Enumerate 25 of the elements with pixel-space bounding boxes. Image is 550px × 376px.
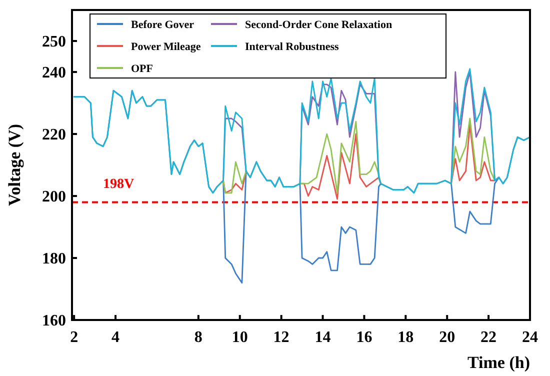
legend-label: OPF (131, 62, 154, 75)
x-tick-label: 10 (232, 329, 248, 346)
legend-label: Second-Order Cone Relaxation (245, 18, 392, 31)
legend-label: Power Mileage (131, 40, 201, 53)
x-tick-label: 24 (522, 329, 538, 346)
y-tick-label: 220 (42, 126, 66, 144)
x-tick-label: 22 (480, 329, 497, 346)
legend-label: Before Gover (131, 18, 194, 31)
x-tick-label: 20 (439, 329, 456, 346)
x-tick-label: 14 (314, 329, 331, 346)
x-tick-label: 12 (273, 329, 290, 346)
x-tick-label: 2 (70, 329, 78, 346)
x-tick-label: 18 (398, 329, 414, 346)
y-tick-label: 240 (42, 64, 66, 82)
y-axis-title: Voltage (V) (5, 124, 24, 206)
y-tick-label: 200 (42, 188, 66, 206)
x-axis-title: Time (h) (468, 353, 530, 372)
y-tick-label: 250 (42, 34, 66, 51)
x-tick-label: 16 (356, 329, 372, 346)
y-tick-label: 160 (42, 312, 66, 330)
x-tick-label: 8 (194, 329, 202, 346)
legend-label: Interval Robustness (245, 40, 340, 53)
ref-line-label: 198V (103, 177, 134, 192)
y-tick-label: 180 (42, 250, 66, 268)
x-tick-label: 4 (112, 329, 120, 346)
